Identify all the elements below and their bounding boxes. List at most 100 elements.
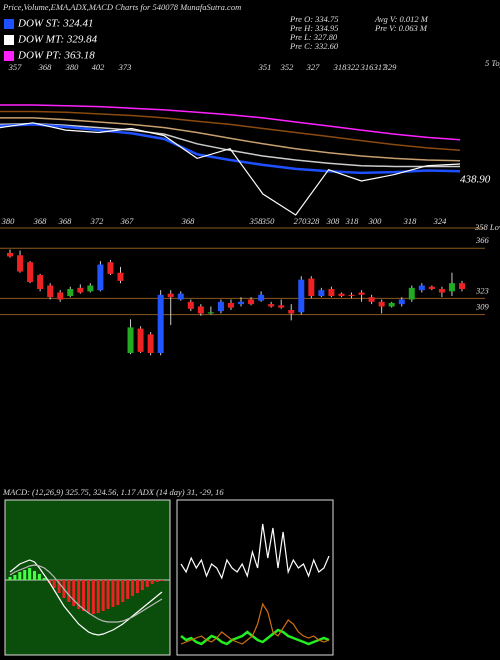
- histogram-bar: [42, 578, 46, 580]
- histogram-bar: [72, 580, 76, 606]
- histogram-bar: [23, 570, 27, 580]
- level-label: 366: [475, 235, 490, 245]
- histogram-bar: [37, 574, 41, 580]
- candle-body: [127, 327, 134, 354]
- candle-body: [278, 305, 285, 308]
- histogram-bar: [18, 572, 22, 580]
- stat: Pre L: 327.80: [289, 32, 338, 42]
- trough-label: 367: [120, 216, 135, 226]
- candle-body: [67, 289, 74, 296]
- candle-body: [318, 290, 325, 296]
- trough-label: 372: [90, 216, 105, 226]
- candle-body: [408, 287, 415, 300]
- candle-body: [298, 279, 305, 313]
- trough-label: 300: [368, 216, 383, 226]
- candle-body: [308, 278, 315, 296]
- candle-body: [27, 262, 34, 283]
- histogram-bar: [33, 571, 37, 580]
- histogram-bar: [52, 580, 56, 588]
- stat: Pre V: 0.063 M: [374, 23, 428, 33]
- legend-swatch: [4, 35, 14, 45]
- annotation: 358 Lows: [474, 222, 500, 232]
- histogram-bar: [160, 580, 164, 581]
- line: [9, 559, 163, 636]
- peak-label: 352: [280, 62, 295, 72]
- legend-label: DOW PT: 363.18: [17, 50, 95, 62]
- candle-body: [147, 334, 154, 354]
- candle-body: [137, 328, 144, 352]
- trough-label: 380: [1, 216, 16, 226]
- candle-body: [288, 309, 295, 314]
- histogram-bar: [86, 580, 90, 613]
- trough-label: 350: [261, 216, 276, 226]
- candle-body: [258, 294, 265, 301]
- peak-label: 318: [333, 62, 348, 72]
- annotation: 438.90: [460, 174, 491, 186]
- trough-label: 368: [33, 216, 48, 226]
- histogram-bar: [101, 580, 105, 611]
- line: [0, 110, 461, 152]
- candle-body: [77, 287, 84, 293]
- candle-body: [348, 294, 355, 296]
- line: [0, 123, 461, 175]
- histogram-bar: [116, 580, 120, 605]
- candle-body: [47, 285, 54, 298]
- macd-text: MACD: (12,26,9) 325.75, 324.56, 1.17 ADX…: [2, 487, 224, 497]
- candle-body: [107, 262, 114, 274]
- stat: Avg V: 0.012 M: [374, 14, 429, 24]
- histogram-bar: [106, 580, 110, 609]
- candle-body: [248, 299, 255, 305]
- trough-label: 318: [403, 216, 418, 226]
- trough-label: 308: [326, 216, 341, 226]
- candle-body: [177, 293, 184, 300]
- line: [180, 602, 330, 645]
- stat: Pre C: 332.60: [289, 41, 339, 51]
- histogram-bar: [28, 568, 32, 580]
- candle-body: [368, 297, 375, 302]
- histogram-bar: [131, 580, 135, 596]
- histogram-bar: [57, 580, 61, 593]
- histogram-bar: [67, 580, 71, 602]
- candle-body: [57, 292, 64, 300]
- peak-label: 316: [360, 62, 375, 72]
- candle-body: [418, 285, 425, 291]
- candle-body: [459, 283, 465, 290]
- trough-label: 368: [181, 216, 196, 226]
- peak-label: 373: [118, 62, 132, 72]
- title: Price,Volume,EMA,ADX,MACD Charts for 540…: [2, 2, 241, 12]
- line: [180, 523, 330, 580]
- histogram-bar: [135, 580, 139, 593]
- histogram-bar: [150, 580, 154, 584]
- candle-body: [338, 293, 345, 296]
- histogram-bar: [8, 577, 12, 580]
- candle-body: [438, 289, 445, 293]
- trough-label: 328: [306, 216, 321, 226]
- peak-label: 351: [258, 62, 272, 72]
- candle-body: [187, 301, 194, 309]
- candle-body: [167, 293, 174, 298]
- macd-panel: [4, 499, 171, 656]
- line: [0, 122, 461, 216]
- line: [180, 628, 330, 646]
- candle-body: [378, 301, 385, 307]
- candle-body: [197, 306, 204, 314]
- level-label: 309: [475, 302, 490, 312]
- peak-label: 327: [306, 62, 321, 72]
- histogram-bar: [82, 580, 86, 611]
- legend-label: DOW ST: 324.41: [17, 18, 93, 30]
- peak-label: 357: [8, 62, 23, 72]
- peak-label: 402: [92, 62, 106, 72]
- candle-body: [97, 264, 104, 291]
- histogram-bar: [155, 580, 159, 582]
- level-label: 323: [475, 285, 489, 295]
- peak-label: 368: [38, 62, 53, 72]
- line: [9, 564, 163, 623]
- candle-body: [157, 294, 164, 354]
- trough-label: 324: [433, 216, 448, 226]
- trough-label: 318: [345, 216, 360, 226]
- candle-body: [227, 302, 234, 308]
- histogram-bar: [126, 580, 130, 599]
- candle-body: [87, 285, 94, 292]
- peak-label: 329: [383, 62, 398, 72]
